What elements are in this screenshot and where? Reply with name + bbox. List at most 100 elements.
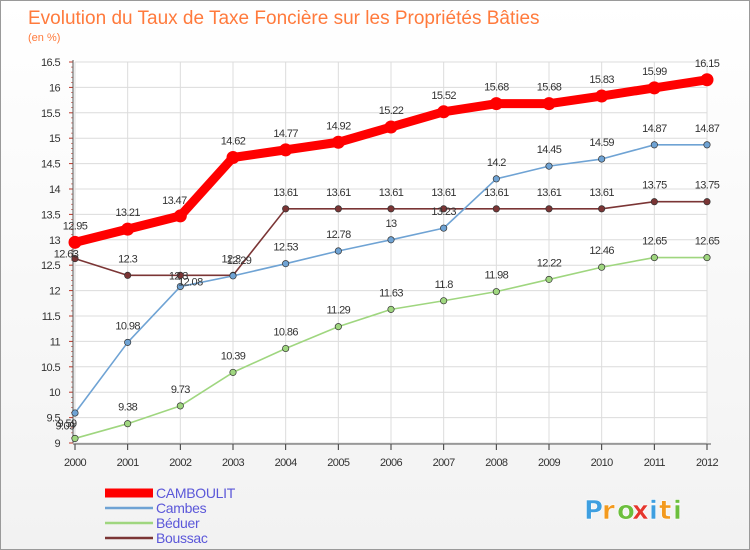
data-label: 13.21: [115, 207, 140, 219]
data-point: [71, 434, 79, 442]
data-point: [647, 81, 661, 95]
data-point: [71, 409, 79, 417]
data-point: [387, 205, 395, 213]
y-tick-label: 14: [49, 184, 61, 196]
data-point: [331, 135, 345, 149]
legend-label: Cambes: [156, 500, 207, 516]
data-point: [226, 151, 240, 165]
logo-letter: o: [617, 496, 635, 526]
data-label: 13.61: [484, 187, 509, 199]
data-label: 9.38: [118, 402, 137, 414]
x-tick-label: 2000: [64, 457, 87, 469]
data-label: 13.75: [642, 180, 667, 192]
data-label: 13.23: [431, 206, 456, 218]
y-tick-label: 9: [54, 438, 60, 450]
data-point: [124, 338, 132, 346]
y-tick-label: 13.5: [41, 209, 60, 221]
data-label: 15.99: [642, 66, 667, 78]
data-point: [176, 402, 184, 410]
y-tick-label: 13: [49, 235, 61, 247]
data-label: 13.61: [273, 187, 298, 199]
x-tick-label: 2008: [485, 457, 508, 469]
data-label: 12.3: [118, 253, 137, 265]
data-point: [173, 209, 187, 223]
data-point: [650, 254, 658, 262]
x-tick-label: 2002: [169, 457, 192, 469]
data-label: 14.2: [487, 157, 506, 169]
x-tick-label: 2010: [591, 457, 614, 469]
x-tick-label: 2009: [538, 457, 561, 469]
data-point: [440, 297, 448, 305]
x-tick-label: 2006: [380, 457, 403, 469]
data-label: 13.75: [695, 180, 720, 192]
y-tick-label: 10: [49, 387, 61, 399]
legend-label: Béduer: [156, 515, 200, 531]
data-label: 15.52: [431, 90, 456, 102]
logo-letter: i: [649, 496, 658, 526]
x-tick-label: 2012: [696, 457, 719, 469]
data-label: 14.87: [642, 123, 667, 135]
data-label: 11.29: [326, 305, 350, 317]
y-tick-label: 9.5: [47, 413, 61, 425]
data-label: 10.86: [273, 327, 298, 339]
data-label: 9.59: [57, 418, 76, 430]
data-point: [229, 368, 237, 376]
data-point: [492, 175, 500, 183]
data-point: [703, 198, 711, 206]
y-tick-label: 12.5: [41, 260, 60, 272]
y-tick-label: 11: [50, 336, 61, 348]
data-point: [176, 271, 184, 279]
data-point: [334, 205, 342, 213]
x-tick-label: 2007: [433, 457, 456, 469]
data-point: [387, 305, 395, 313]
x-tick-label: 2011: [644, 457, 666, 469]
data-label: 14.87: [695, 123, 720, 135]
data-point: [68, 235, 82, 249]
data-label: 12.08: [178, 277, 203, 289]
data-label: 14.45: [537, 144, 562, 156]
data-label: 12.46: [589, 245, 614, 257]
data-point: [384, 120, 398, 134]
data-point: [282, 260, 290, 268]
logo-letter: x: [632, 496, 649, 526]
data-point: [387, 236, 395, 244]
data-point: [282, 344, 290, 353]
data-label: 9.09: [55, 420, 74, 432]
data-point: [334, 247, 342, 255]
y-tick-label: 11.5: [42, 311, 61, 323]
data-point: [440, 205, 448, 213]
data-point: [437, 105, 451, 119]
data-label: 15.22: [379, 105, 404, 117]
data-label: 12.29: [227, 255, 252, 267]
data-label: 12.65: [642, 236, 667, 248]
logo-letter: r: [602, 496, 615, 526]
data-point: [545, 205, 553, 213]
data-label: 15.68: [537, 82, 562, 94]
chart-subtitle: (en %): [28, 32, 60, 44]
x-tick-label: 2003: [222, 457, 245, 469]
data-label: 14.62: [221, 136, 246, 148]
logo-letter: i: [673, 496, 682, 526]
x-tick-label: 2005: [327, 457, 350, 469]
data-label: 12.78: [326, 229, 351, 241]
y-tick-label: 14.5: [41, 159, 60, 171]
data-point: [542, 97, 556, 111]
data-point: [176, 282, 184, 291]
data-label: 10.98: [115, 320, 140, 332]
data-point: [71, 255, 79, 263]
series-group: [68, 73, 714, 442]
data-point: [545, 162, 553, 170]
data-point: [595, 89, 609, 103]
legend-label: CAMBOULIT: [156, 485, 236, 501]
data-point: [703, 254, 711, 262]
legend-label: Boussac: [156, 530, 208, 546]
data-point: [492, 205, 500, 213]
data-point: [700, 73, 714, 87]
data-label: 11.98: [484, 270, 508, 282]
data-label: 16.15: [695, 58, 720, 70]
data-label: 12.22: [537, 257, 562, 269]
data-label: 13.61: [379, 187, 404, 199]
data-label: 12.95: [63, 220, 88, 232]
